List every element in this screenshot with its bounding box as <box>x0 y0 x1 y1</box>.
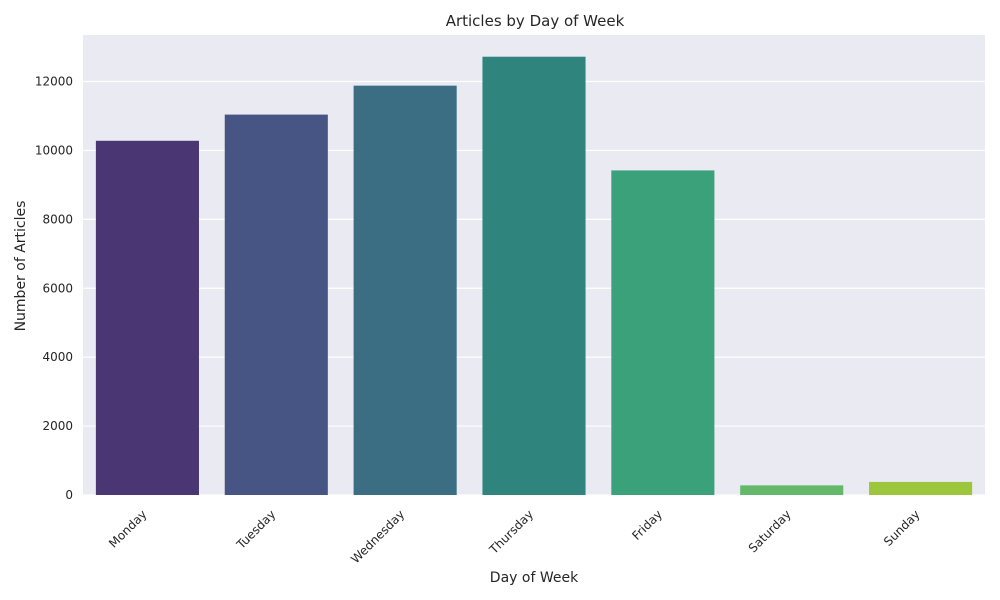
x-tick-label: Wednesday <box>348 507 407 566</box>
x-tick-label: Monday <box>106 507 149 550</box>
bar-thursday <box>482 56 586 496</box>
bar-friday <box>611 170 715 496</box>
bar-sunday <box>869 481 973 495</box>
bar-tuesday <box>224 114 328 495</box>
y-tick-label: 4000 <box>42 350 73 364</box>
bar-monday <box>95 140 199 495</box>
x-tick-label: Saturday <box>746 507 794 555</box>
x-tick-label: Friday <box>629 507 665 543</box>
bar-saturday <box>740 485 844 495</box>
y-tick-label: 2000 <box>42 419 73 433</box>
x-tick-label: Thursday <box>486 507 536 557</box>
y-tick-label: 6000 <box>42 281 73 295</box>
y-tick-label: 12000 <box>35 75 73 89</box>
x-axis-label: Day of Week <box>490 570 579 586</box>
y-axis-label: Number of Articles <box>13 201 29 332</box>
y-tick-label: 10000 <box>35 143 73 157</box>
bar-wednesday <box>353 85 457 496</box>
y-axis-ticks: 0 2000 4000 6000 8000 10000 12000 <box>35 75 73 502</box>
bars <box>95 56 973 496</box>
x-axis-ticks: Monday Tuesday Wednesday Thursday Friday Satu… <box>106 507 923 566</box>
x-tick-label: Tuesday <box>233 507 278 552</box>
y-tick-label: 0 <box>65 488 73 502</box>
y-tick-label: 8000 <box>42 212 73 226</box>
chart-title: Articles by Day of Week <box>446 12 625 30</box>
x-tick-label: Sunday <box>881 507 923 549</box>
